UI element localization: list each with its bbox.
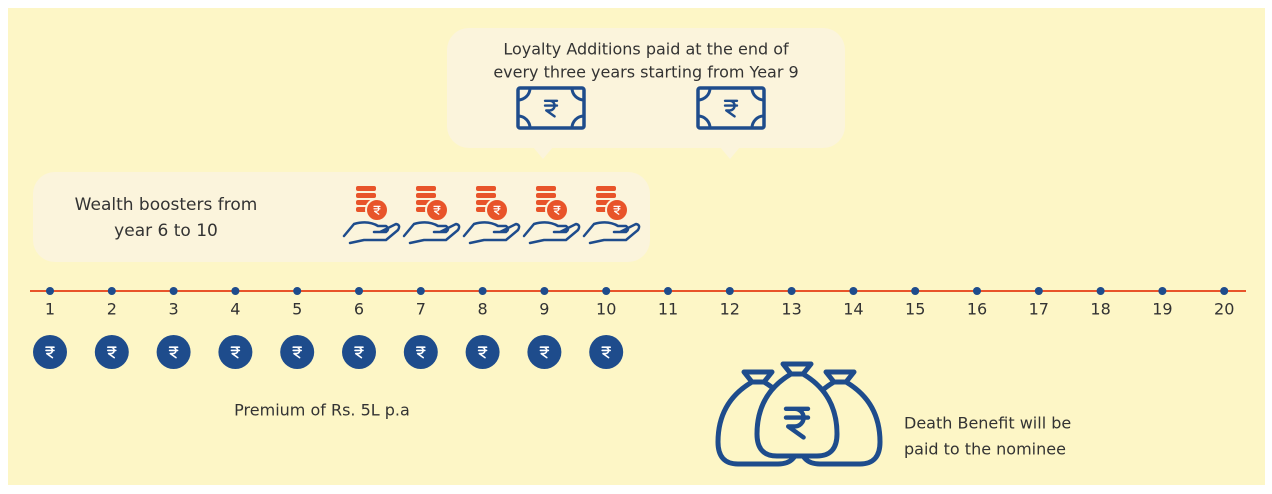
year-dot	[1158, 287, 1167, 295]
year-label: 20	[1214, 300, 1234, 319]
year-dot	[355, 287, 363, 295]
year-dot	[46, 287, 54, 295]
year-label: 16	[967, 300, 987, 319]
year-label: 12	[720, 300, 740, 319]
year-dot	[169, 287, 178, 295]
death-benefit-text: Death Benefit will be	[904, 414, 1071, 433]
year-dot	[787, 287, 796, 295]
year-dot	[725, 287, 734, 295]
death-benefit-text: paid to the nominee	[904, 440, 1066, 459]
year-dot	[540, 287, 549, 295]
premium-coin	[94, 335, 129, 369]
loyalty-text: every three years starting from Year 9	[493, 63, 798, 82]
year-label: 10	[596, 300, 616, 319]
premium-coins	[33, 335, 624, 369]
year-label: 9	[539, 300, 549, 319]
wealth-bubble	[33, 172, 650, 262]
year-dot	[416, 287, 425, 295]
year-label: 4	[230, 300, 240, 319]
premium-coin	[342, 335, 376, 369]
year-label: 8	[478, 300, 488, 319]
year-label: 13	[781, 300, 801, 319]
year-label: 3	[169, 300, 179, 319]
year-dot	[107, 287, 116, 295]
year-label: 7	[416, 300, 426, 319]
year-dot	[1220, 287, 1229, 295]
year-dot	[1096, 287, 1105, 295]
premium-coin	[218, 335, 253, 369]
year-dot	[478, 287, 487, 295]
year-label: 1	[45, 300, 55, 319]
year-label: 6	[354, 300, 364, 319]
year-label: 11	[658, 300, 678, 319]
premium-coin	[589, 335, 624, 369]
premium-coin	[156, 335, 191, 369]
premium-text: Premium of Rs. 5L p.a	[234, 401, 410, 420]
premium-coin	[465, 335, 500, 369]
premium-coin	[403, 335, 438, 369]
year-label: 17	[1029, 300, 1049, 319]
wealth-text: year 6 to 10	[114, 221, 218, 241]
year-dot	[911, 287, 920, 295]
wealth-text: Wealth boosters from	[75, 195, 258, 215]
premium-coin	[527, 335, 562, 369]
year-label: 14	[843, 300, 863, 319]
year-markers: 1 2 3 4 5 6 7 8 9 10 11 12 13 14 15 16 17 18 19 20	[45, 287, 1234, 319]
year-dot	[849, 287, 858, 295]
year-label: 2	[107, 300, 117, 319]
year-label: 18	[1090, 300, 1110, 319]
year-dot	[293, 287, 302, 295]
loyalty-text: Loyalty Additions paid at the end of	[503, 40, 789, 59]
year-dot	[1034, 287, 1043, 295]
premium-coin	[33, 335, 67, 369]
year-label: 15	[905, 300, 925, 319]
year-label: 5	[292, 300, 302, 319]
loyalty-bubble	[447, 28, 845, 159]
year-label: 19	[1152, 300, 1172, 319]
year-dot	[231, 287, 240, 295]
year-dot	[664, 287, 672, 295]
year-dot	[602, 287, 611, 295]
premium-coin	[280, 335, 315, 369]
year-dot	[973, 287, 981, 295]
